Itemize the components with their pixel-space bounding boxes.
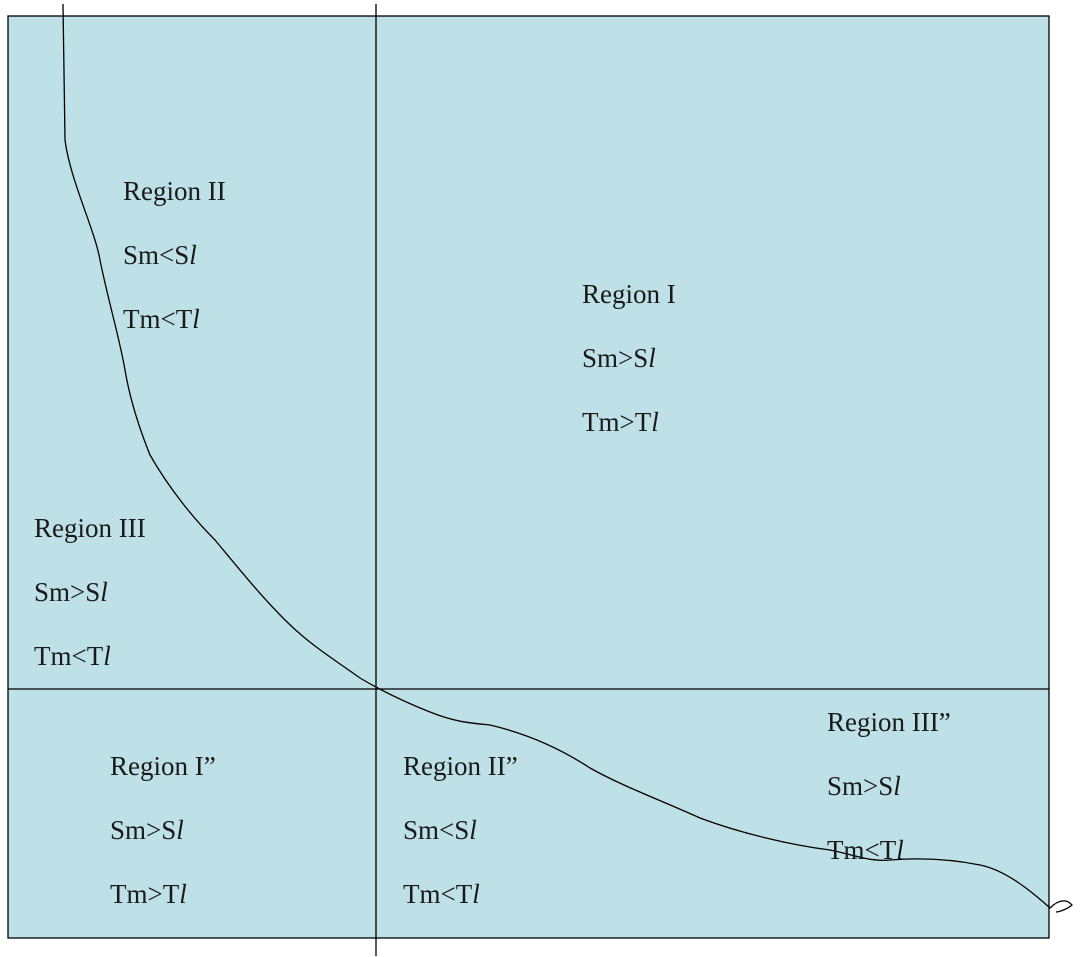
t-condition: Tm<Tl xyxy=(123,304,200,334)
region-name: Region II” xyxy=(403,751,518,781)
s-condition: Sm>Sl xyxy=(827,771,901,801)
region-2pp-label: Region II” Sm<Sl Tm<Tl xyxy=(403,753,518,945)
region-3pp-label: Region III” Sm>Sl Tm<Tl xyxy=(827,709,951,901)
t-condition: Tm>Tl xyxy=(110,879,187,909)
t-condition: Tm>Tl xyxy=(582,407,659,437)
region-3-label: Region III Sm>Sl Tm<Tl xyxy=(34,515,146,707)
t-condition: Tm<Tl xyxy=(403,879,480,909)
s-condition: Sm<Sl xyxy=(123,240,197,270)
region-name: Region III” xyxy=(827,707,951,737)
s-condition: Sm<Sl xyxy=(403,815,477,845)
region-1pp-label: Region I” Sm>Sl Tm>Tl xyxy=(110,753,216,945)
region-name: Region I” xyxy=(110,751,216,781)
region-1-label: Region I Sm>Sl Tm>Tl xyxy=(582,281,676,473)
t-condition: Tm<Tl xyxy=(34,641,111,671)
region-name: Region III xyxy=(34,513,146,543)
t-condition: Tm<Tl xyxy=(827,835,904,865)
s-condition: Sm>Sl xyxy=(582,343,656,373)
s-condition: Sm>Sl xyxy=(34,577,108,607)
region-name: Region II xyxy=(123,176,226,206)
diagram-background xyxy=(7,15,1050,939)
s-condition: Sm>Sl xyxy=(110,815,184,845)
boundary-curve xyxy=(62,3,1073,913)
region-2-label: Region II Sm<Sl Tm<Tl xyxy=(123,178,226,370)
region-name: Region I xyxy=(582,279,676,309)
